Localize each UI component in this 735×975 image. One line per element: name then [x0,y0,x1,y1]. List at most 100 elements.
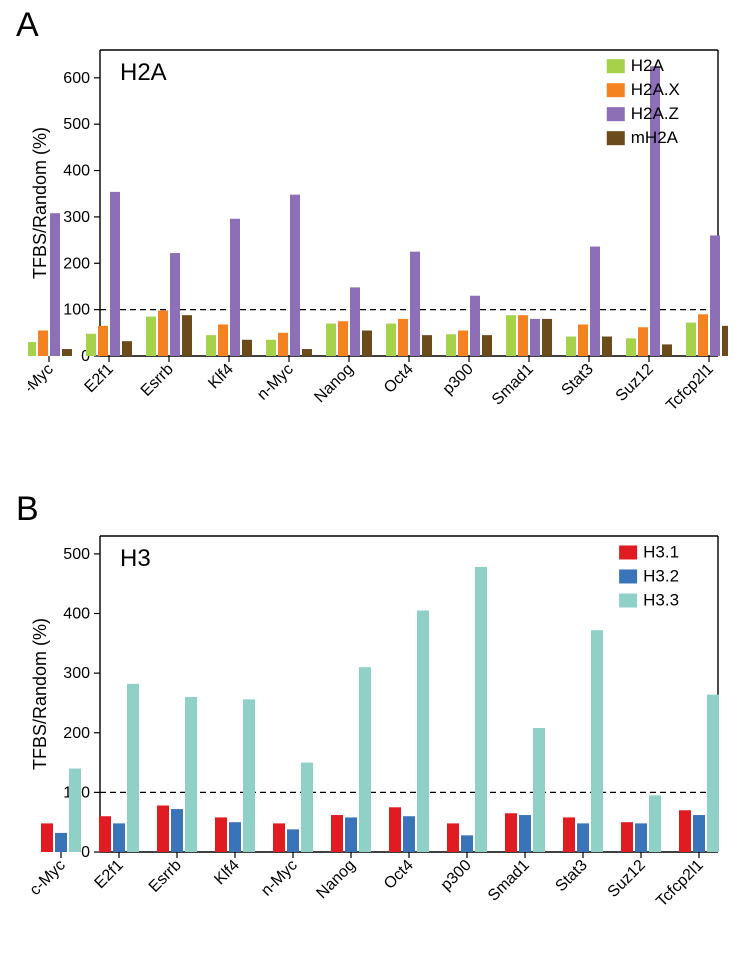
bar [243,699,255,852]
y-axis-title: TFBS/Random (%) [30,618,50,770]
x-tick-label: Suz12 [613,361,657,405]
bar [301,763,313,852]
bar [146,317,156,356]
y-tick-label: 0 [81,844,90,861]
bar [710,235,720,356]
bar [113,823,125,852]
y-tick-label: 200 [63,725,90,742]
bar [157,805,169,852]
bar [127,684,139,852]
bar [533,728,545,852]
x-tick-label: Stat3 [558,361,597,400]
y-tick-label: 300 [63,209,90,226]
x-tick-label: Suz12 [605,857,649,901]
bar [362,331,372,357]
chart-panel-b: 0100200300400500TFBS/Random (%)c-MycE2f1… [28,522,728,962]
x-tick-label: Smad1 [489,361,537,409]
panel-title: H2A [120,59,167,86]
bar [446,334,456,356]
bar [229,822,241,852]
x-tick-label: Nanog [313,857,358,902]
bar [230,219,240,356]
y-tick-label: 400 [63,163,90,180]
legend-label: H2A.Z [631,104,679,123]
bar [331,815,343,852]
x-tick-label: Klf4 [211,857,243,889]
bar [99,816,111,852]
x-tick-label: Tcfcp2l1 [653,857,707,911]
legend-swatch [607,107,625,121]
y-axis-title: TFBS/Random (%) [30,127,50,279]
x-tick-label: Smad1 [485,857,533,905]
bar [518,315,528,356]
bar [278,333,288,356]
legend-label: mH2A [631,128,679,147]
bar [470,296,480,356]
y-tick-label: 100 [63,302,90,319]
x-tick-label: Klf4 [205,361,237,393]
y-tick-label: 300 [63,665,90,682]
bar [158,311,168,356]
bar [242,340,252,356]
bar [686,323,696,356]
x-tick-label: p300 [440,361,477,398]
x-tick-label: Esrrb [138,361,177,400]
x-tick-label: Esrrb [146,857,185,896]
x-tick-label: E2f1 [82,361,117,396]
x-tick-label: Stat3 [552,857,591,896]
bar [98,326,108,356]
bar [662,344,672,356]
y-tick-label: 600 [63,70,90,87]
bar [55,833,67,852]
bar [626,338,636,356]
legend-swatch [619,593,637,607]
legend-swatch [619,545,637,559]
x-tick-label: c-Myc [28,857,69,899]
bar [206,335,216,356]
bar [338,321,348,356]
bar [591,630,603,852]
bar [122,341,132,356]
x-tick-label: c-Myc [28,361,57,403]
chart-panel-a: 0100200300400500600TFBS/Random (%)c-MycE… [28,36,728,466]
bar [590,247,600,356]
bar [38,331,48,357]
bar [577,823,589,852]
legend-label: H3.3 [643,590,679,609]
legend-label: H3.2 [643,566,679,585]
bar [698,314,708,356]
bar [530,319,540,356]
bar [182,315,192,356]
legend-swatch [607,83,625,97]
bar [171,809,183,852]
bar [302,349,312,356]
bar [215,817,227,852]
legend-swatch [619,569,637,583]
bar [458,331,468,357]
bar [578,324,588,356]
legend-label: H2A [631,56,665,75]
bar [693,815,705,852]
bar [185,697,197,852]
legend-swatch [607,59,625,73]
bar [649,795,661,852]
bar [563,817,575,852]
bar [635,823,647,852]
bar [621,822,633,852]
bar [287,829,299,852]
bar [170,253,180,356]
legend-label: H2A.X [631,80,680,99]
x-tick-label: Nanog [311,361,356,406]
bar [386,324,396,356]
bar [389,807,401,852]
bar [519,815,531,852]
bar [447,823,459,852]
x-tick-label: Oct4 [381,857,417,893]
bar [566,337,576,356]
bar [345,817,357,852]
bar [398,319,408,356]
bar [506,315,516,356]
bar [482,335,492,356]
x-tick-label: Tcfcp2l1 [663,361,717,415]
bar [86,334,96,356]
